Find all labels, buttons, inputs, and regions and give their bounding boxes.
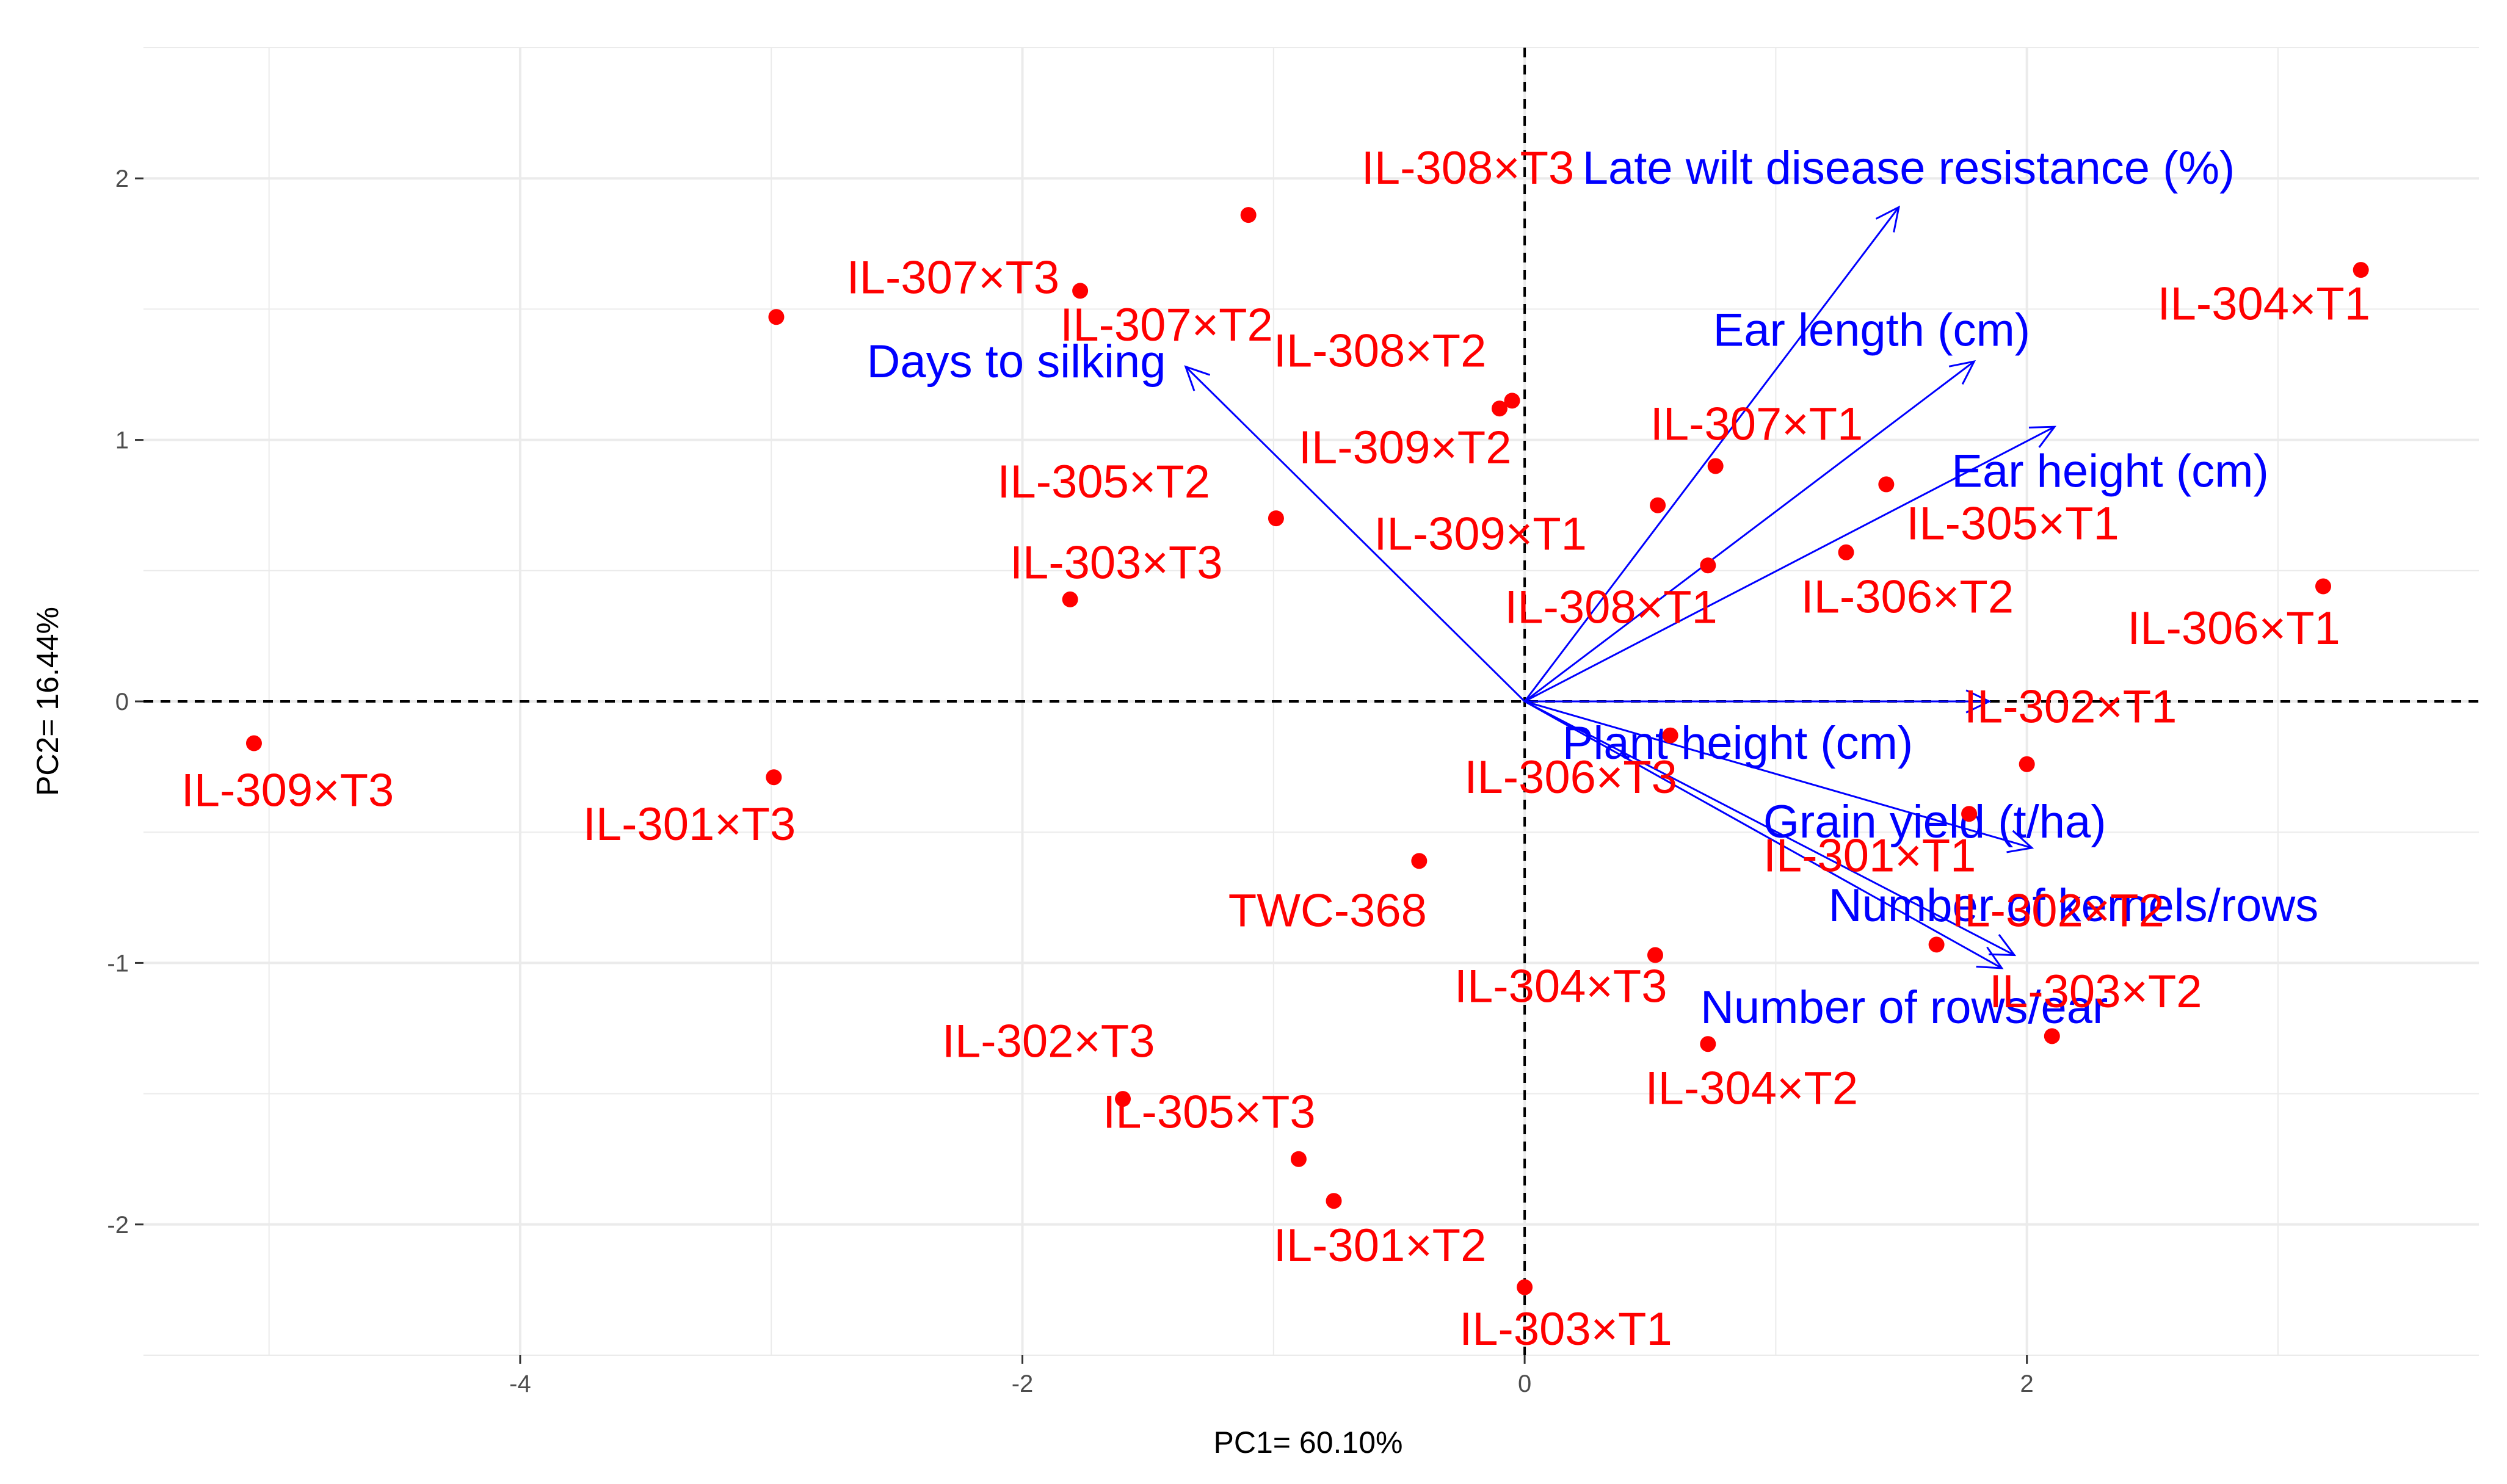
vector-label-number-of-kernels-rows: Number of kernels/rows — [1829, 880, 2319, 932]
point-label-il-304-t1: IL-304×T1 — [2158, 278, 2371, 330]
point-label-il-303-t3: IL-303×T3 — [1010, 537, 1223, 589]
point-il-309-t2 — [1504, 393, 1520, 409]
y-axis-title: PC2= 16.44% — [31, 607, 65, 796]
point-il-304-t2 — [1700, 1036, 1716, 1052]
x-axis-title: PC1= 60.10% — [1214, 1425, 1403, 1460]
point-il-305-t1 — [1878, 476, 1895, 493]
y-tick-label: -1 — [107, 950, 129, 977]
point-label-il-306-t2: IL-306×T2 — [1801, 571, 2014, 623]
vector-label-grain-yield-t-ha: Grain yield (t/ha) — [1763, 796, 2106, 848]
y-tick-label: 2 — [115, 165, 129, 192]
point-label-il-307-t2: IL-307×T2 — [1060, 299, 1273, 351]
point-il-308-t3 — [1240, 207, 1257, 223]
point-label-il-305-t2: IL-305×T2 — [997, 456, 1210, 508]
y-tick-label: 0 — [115, 689, 129, 715]
point-il-309-t1 — [1650, 497, 1666, 513]
vector-line-ear-length-cm — [1524, 360, 1975, 703]
vector-line-days-to-silking — [1185, 366, 1526, 703]
vector-label-ear-height-cm: Ear height (cm) — [1951, 446, 2269, 498]
point-il-306-t1 — [2315, 578, 2331, 595]
point-label-il-308-t2: IL-308×T2 — [1274, 325, 1487, 377]
vector-line-number-of-rows-ear — [1524, 700, 2003, 969]
point-label-il-302-t2: IL-302×T2 — [1951, 885, 2164, 936]
point-il-302-t3 — [1115, 1091, 1131, 1107]
x-tick-label: 2 — [2020, 1370, 2034, 1397]
vector-arrowhead-grain-yield-t-ha — [2006, 830, 2034, 853]
vector-arrowhead-ear-length-cm — [1948, 360, 1976, 385]
vector-line-ear-height-cm — [1524, 425, 2055, 703]
vector-label-number-of-rows-ear: Number of rows/ear — [1700, 982, 2108, 1033]
point-il-301-t3 — [766, 769, 782, 786]
x-axis-ticks: -4 -2 0 2 — [509, 1355, 2034, 1397]
vector-arrowhead-days-to-silking — [1184, 365, 1211, 391]
y-axis-ticks: -2 -1 0 1 2 — [107, 165, 143, 1239]
point-il-309-t3 — [245, 735, 262, 751]
vector-arrowhead-number-of-rows-ear — [1976, 946, 2004, 969]
point-il-308-t1 — [1700, 557, 1716, 574]
point-label-il-305-t3: IL-305×T3 — [1103, 1086, 1316, 1138]
vector-arrowhead-plant-height-cm — [1965, 689, 1992, 714]
point-il-305-t2 — [1268, 510, 1284, 527]
point-label-il-301-t1: IL-301×T1 — [1763, 830, 1976, 881]
point-il-302-t2 — [1928, 936, 1945, 953]
point-label-il-308-t3: IL-308×T3 — [1362, 142, 1575, 194]
x-tick-label: 0 — [1518, 1370, 1531, 1397]
point-il-303-t2 — [2044, 1028, 2060, 1044]
point-il-307-t3 — [768, 309, 785, 325]
point-il-301-t2 — [1326, 1193, 1342, 1209]
vector-label-ear-length-cm: Ear length (cm) — [1713, 304, 2031, 356]
point-label-il-301-t3: IL-301×T3 — [583, 798, 796, 850]
point-label-il-307-t3: IL-307×T3 — [847, 252, 1060, 304]
point-twc-368 — [1411, 853, 1428, 869]
vector-label-days-to-silking: Days to silking — [867, 336, 1166, 388]
point-il-306-t3 — [1662, 727, 1678, 744]
x-tick-label: -2 — [1012, 1370, 1034, 1397]
point-label-twc-368: TWC-368 — [1228, 885, 1427, 936]
point-il-306-t2 — [1838, 544, 1854, 560]
point-il-304-t1 — [2353, 262, 2369, 278]
point-il-304-t3 — [1647, 947, 1663, 963]
point-label-il-309-t1: IL-309×T1 — [1374, 509, 1587, 560]
point-label-il-304-t3: IL-304×T3 — [1454, 961, 1667, 1013]
point-il-301-t1 — [1961, 806, 1978, 822]
point-label-il-306-t3: IL-306×T3 — [1464, 751, 1677, 803]
vector-arrowhead-number-of-kernels-rows — [1989, 934, 2017, 957]
point-label-il-302-t3: IL-302×T3 — [942, 1016, 1155, 1068]
grid-lines — [143, 47, 2479, 1356]
point-il-305-t3 — [1290, 1151, 1307, 1167]
point-label-il-308-t1: IL-308×T1 — [1504, 581, 1718, 633]
y-tick-label: -2 — [107, 1212, 129, 1239]
point-il-307-t2 — [1072, 283, 1089, 299]
vector-line-number-of-kernels-rows — [1524, 700, 2015, 956]
point-il-303-t3 — [1062, 591, 1078, 607]
point-label-il-309-t2: IL-309×T2 — [1299, 422, 1512, 474]
loading-vectors: Late wilt disease resistance (%) Ear leng… — [867, 142, 2319, 1033]
vector-label-plant-height-cm: Plant height (cm) — [1562, 717, 1913, 769]
point-label-il-307-t1: IL-307×T1 — [1650, 399, 1863, 451]
vector-line-late-wilt-disease-resistance — [1523, 206, 1900, 702]
vector-label-late-wilt-disease-resistance: Late wilt disease resistance (%) — [1583, 142, 2235, 194]
point-label-il-304-t2: IL-304×T2 — [1645, 1063, 1859, 1115]
vector-arrowhead-late-wilt-disease-resistance — [1875, 205, 1901, 233]
point-label-il-306-t1: IL-306×T1 — [2127, 603, 2340, 654]
point-label-il-303-t2: IL-303×T2 — [1989, 966, 2202, 1018]
point-label-il-302-t1: IL-302×T1 — [1964, 681, 2177, 733]
point-il-308-t2 — [1491, 400, 1507, 417]
point-label-il-301-t2: IL-301×T2 — [1274, 1220, 1487, 1272]
y-tick-label: 1 — [115, 427, 129, 454]
vector-arrowhead-ear-height-cm — [2028, 425, 2056, 448]
point-label-il-303-t1: IL-303×T1 — [1459, 1303, 1672, 1355]
vector-line-grain-yield-t-ha — [1524, 700, 2033, 849]
point-label-il-309-t3: IL-309×T3 — [181, 764, 394, 816]
x-tick-label: -4 — [509, 1370, 531, 1397]
point-il-303-t1 — [1517, 1279, 1533, 1295]
point-label-il-305-t1: IL-305×T1 — [1906, 498, 2119, 549]
point-il-307-t1 — [1707, 458, 1724, 474]
point-il-302-t1 — [2019, 756, 2035, 772]
